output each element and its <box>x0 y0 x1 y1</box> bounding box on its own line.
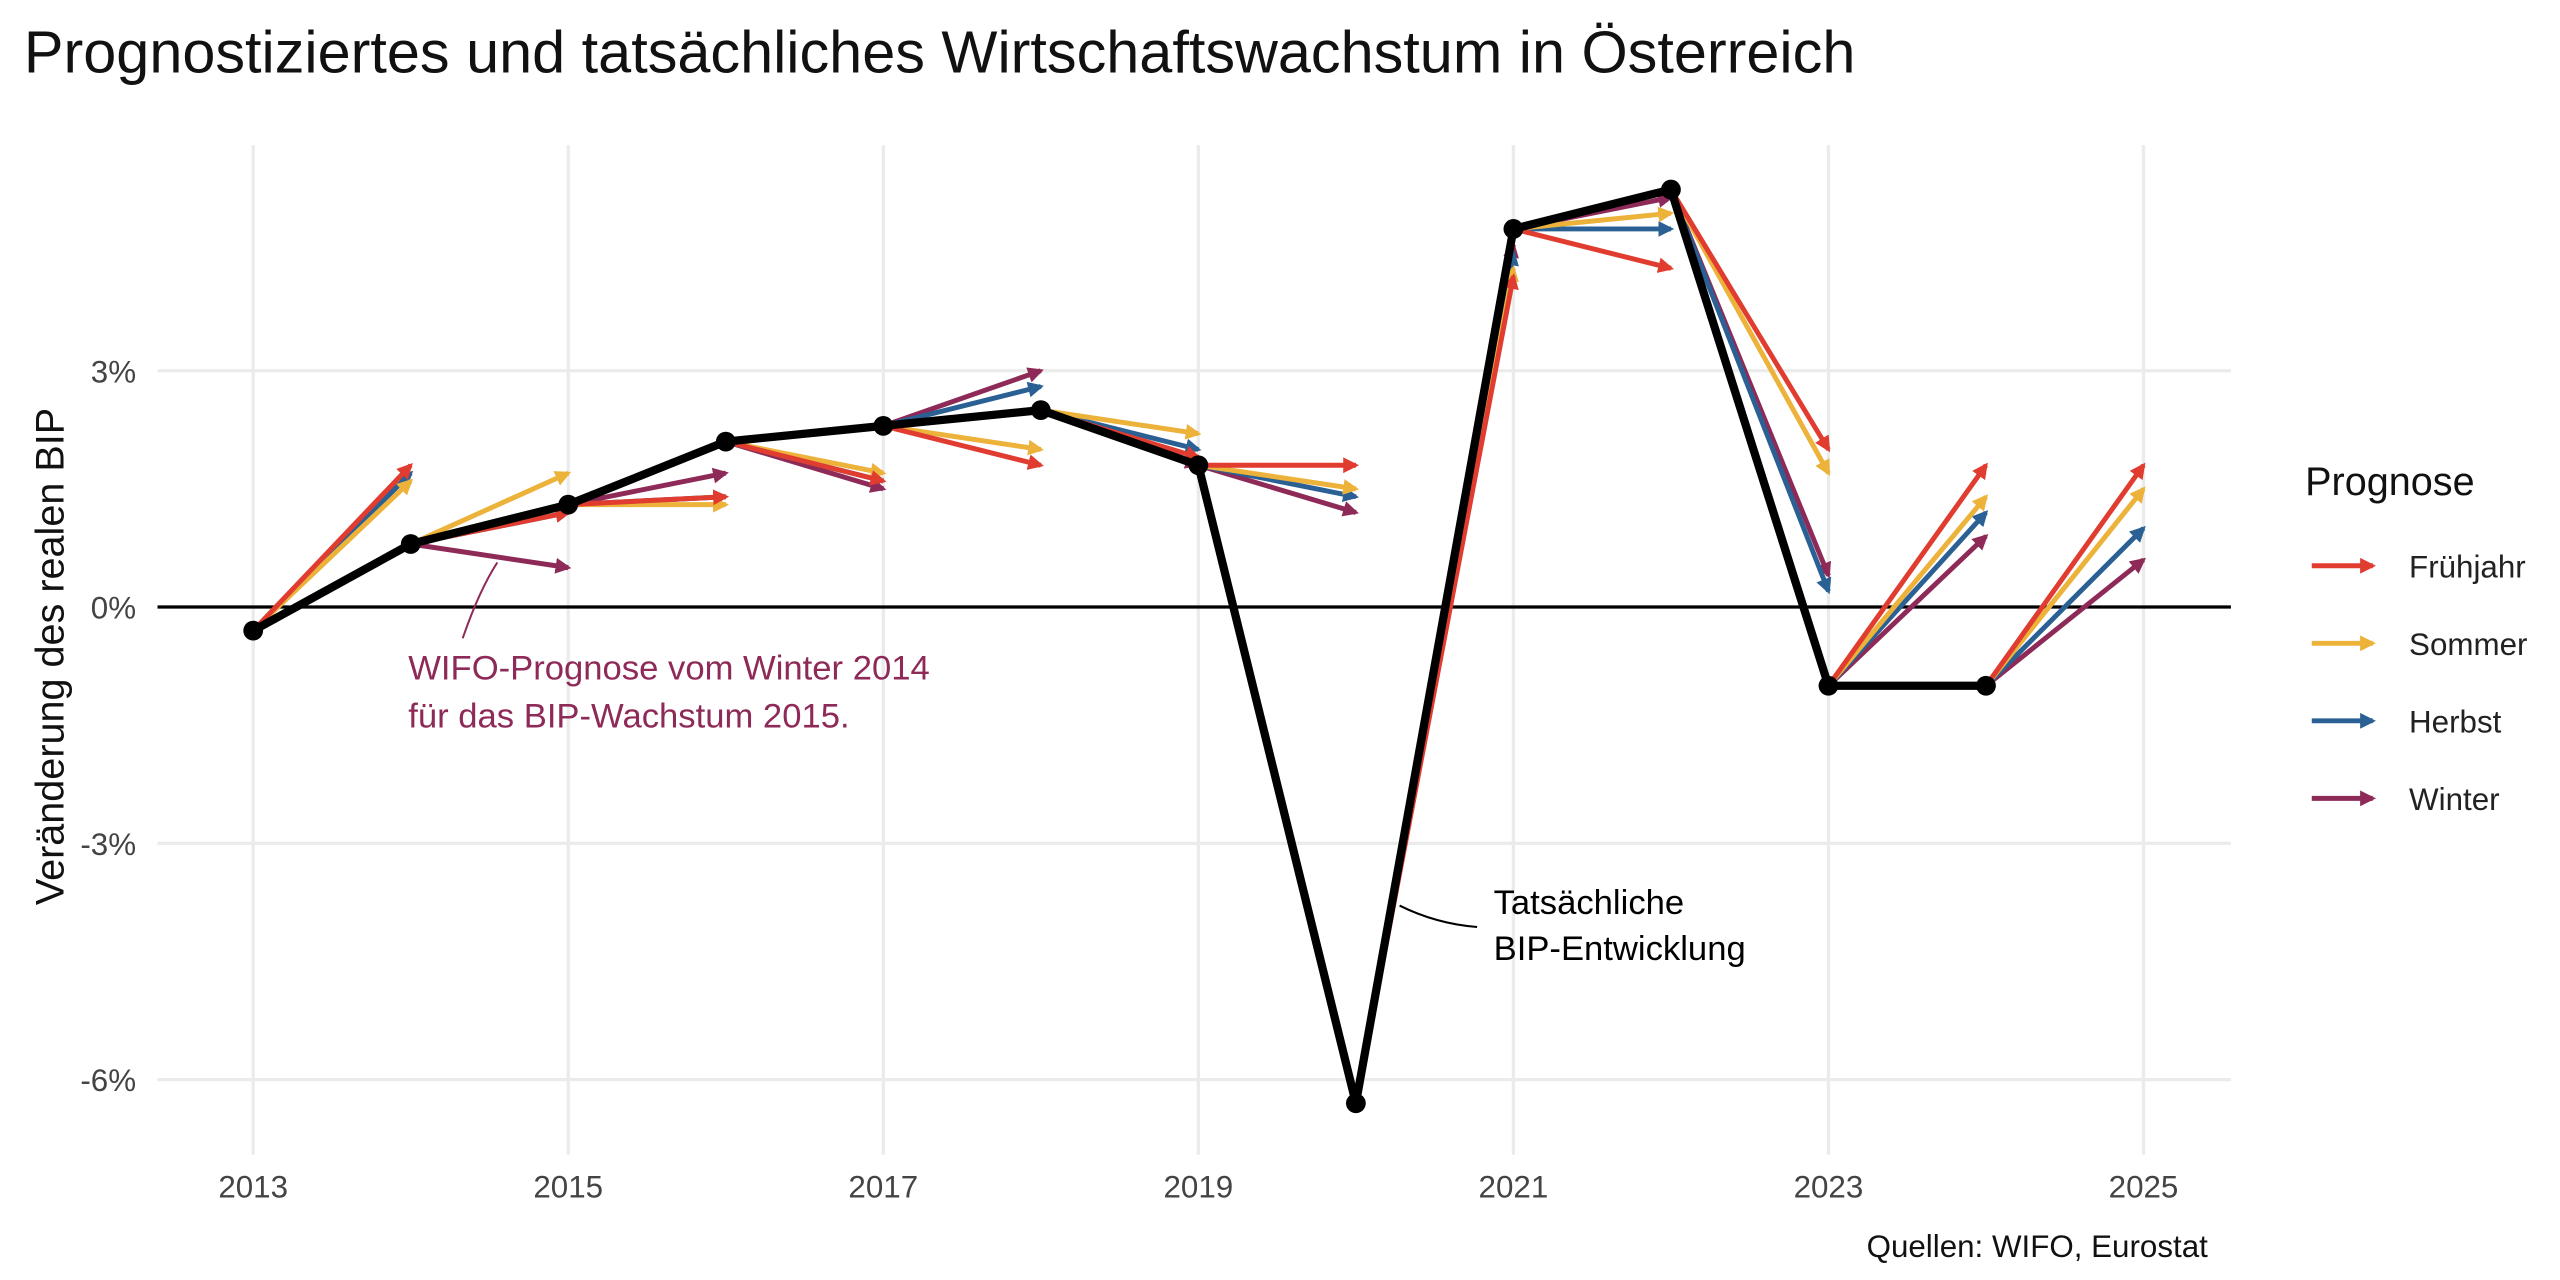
actual-point <box>1818 675 1839 696</box>
forecast-arrow-winter <box>1826 533 1989 688</box>
actual-point <box>873 415 894 436</box>
forecast-arrow-winter <box>410 541 572 574</box>
y-axis-title: Veränderung des realen BIP <box>29 408 73 905</box>
x-tick-label: 2017 <box>848 1170 918 1205</box>
legend-item-frühjahr: Frühjahr <box>2311 549 2526 584</box>
caption: Quellen: WIFO, Eurostat <box>1867 1229 2209 1264</box>
actual-point <box>558 494 579 515</box>
y-tick-label: -3% <box>80 827 136 862</box>
forecast-arrow-frühjahr <box>882 423 1044 470</box>
forecast-arrow-winter <box>882 367 1044 429</box>
legend-item-sommer: Sommer <box>2311 627 2527 662</box>
forecast-arrow-herbst <box>1668 188 1832 595</box>
annotation-leader-winter <box>461 561 499 639</box>
annotation-winter-line1: WIFO-Prognose vom Winter 2014 <box>408 650 929 688</box>
x-tick-label: 2025 <box>2109 1170 2179 1205</box>
forecast-arrow-frühjahr <box>1983 462 2146 688</box>
legend-label: Frühjahr <box>2409 549 2526 584</box>
tick-labels: 2013 2015 2017 2019 2021 2023 2025 3% 0% -3% -6% <box>80 354 2178 1204</box>
actual-point <box>1661 179 1681 200</box>
actual-point <box>715 431 736 452</box>
x-tick-label: 2019 <box>1163 1170 1233 1205</box>
legend-label: Winter <box>2409 782 2500 817</box>
y-tick-label: 3% <box>91 354 136 389</box>
actual-point <box>1188 455 1209 476</box>
forecast-arrow-frühjahr <box>251 462 413 633</box>
forecast-arrow-frühjahr <box>1668 188 1831 453</box>
x-tick-label: 2013 <box>218 1170 288 1205</box>
annotation-winter-line2: für das BIP-Wachstum 2015. <box>408 697 849 735</box>
annotation-actual-line2: BIP-Entwicklung <box>1494 930 1746 968</box>
forecast-arrow-sommer <box>1826 494 1989 688</box>
actual-point <box>243 620 264 641</box>
forecast-arrow-sommer <box>882 423 1044 456</box>
x-tick-label: 2023 <box>1794 1170 1864 1205</box>
actual-point <box>1503 219 1524 239</box>
legend-item-winter: Winter <box>2311 782 2500 817</box>
actual-point <box>400 534 421 554</box>
legend: Prognose Frühjahr Sommer Herbst Winter <box>2305 460 2527 817</box>
forecast-arrow-frühjahr <box>568 489 729 508</box>
forecast-arrow-winter <box>1984 557 2146 688</box>
forecast-arrow-sommer <box>1040 407 1202 440</box>
actual-point <box>1976 675 1996 696</box>
annotation-actual-line1: Tatsächliche <box>1494 884 1685 922</box>
forecast-arrow-sommer <box>1197 462 1360 495</box>
actual-line <box>251 185 1986 1108</box>
forecast-arrow-herbst <box>1984 526 2146 688</box>
chart-title: Prognostiziertes und tatsächliches Wirts… <box>24 19 1855 86</box>
forecast-arrow-sommer <box>409 470 572 547</box>
forecast-arrow-frühjahr <box>1512 226 1675 273</box>
y-tick-label: -6% <box>80 1063 136 1098</box>
y-tick-label: 0% <box>91 591 136 626</box>
x-tick-label: 2021 <box>1479 1170 1549 1205</box>
actual-point <box>1030 400 1051 420</box>
legend-label: Herbst <box>2409 704 2502 739</box>
actual-series <box>243 179 1996 1114</box>
forecast-arrow-frühjahr <box>1826 462 1988 688</box>
annotation-leader-actual <box>1399 904 1478 928</box>
actual-point <box>1345 1093 1366 1114</box>
forecast-arrow-winter <box>1197 462 1359 517</box>
x-tick-label: 2015 <box>533 1170 603 1205</box>
legend-label: Sommer <box>2409 627 2527 662</box>
forecast-arrow-winter <box>567 467 729 508</box>
legend-item-herbst: Herbst <box>2311 704 2502 739</box>
forecast-arrow-frühjahr <box>725 439 887 486</box>
legend-title: Prognose <box>2305 460 2474 504</box>
